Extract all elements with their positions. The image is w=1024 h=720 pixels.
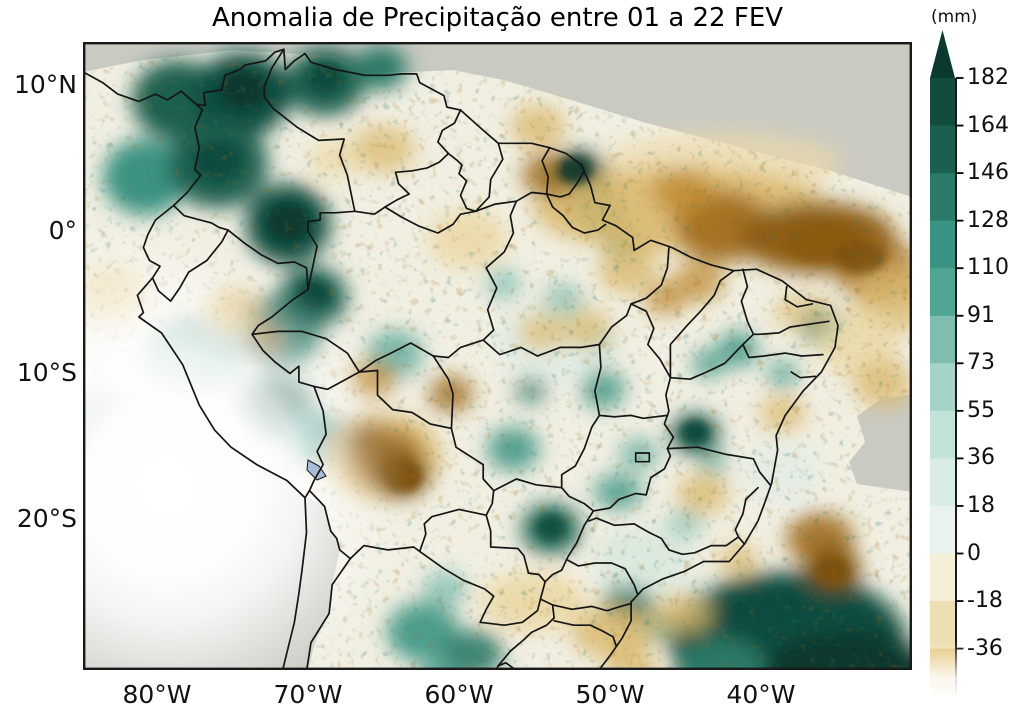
y-axis-tick-label: 20°S bbox=[16, 504, 77, 533]
x-axis-tick-label: 80°W bbox=[122, 680, 192, 709]
colorbar-tick-label: 91 bbox=[967, 302, 995, 328]
colorbar-segment bbox=[930, 363, 955, 412]
colorbar-segment bbox=[930, 410, 955, 459]
x-axis-tick-label: 50°W bbox=[575, 680, 645, 709]
colorbar-unit-label: (mm) bbox=[931, 7, 978, 27]
country-state-borders bbox=[80, 48, 839, 673]
colorbar-tick-label: 128 bbox=[967, 207, 1009, 233]
chart-title: Anomalia de Precipitação entre 01 a 22 F… bbox=[211, 3, 784, 33]
x-axis-tick-label: 60°W bbox=[424, 680, 494, 709]
x-axis-tick-label: 40°W bbox=[726, 680, 796, 709]
x-axis-tick-label: 70°W bbox=[273, 680, 343, 709]
colorbar-tick-label: 18 bbox=[967, 492, 995, 518]
colorbar-segment bbox=[930, 173, 955, 222]
colorbar-tick-label: 182 bbox=[967, 65, 1009, 90]
colorbar-segment bbox=[930, 315, 955, 364]
lake-titicaca bbox=[306, 459, 327, 481]
colorbar-segment bbox=[930, 125, 955, 174]
y-axis-tick-label: 0° bbox=[48, 216, 77, 245]
colorbar-tick-label: -36 bbox=[967, 635, 1003, 661]
y-axis-tick-label: 10°S bbox=[16, 358, 77, 387]
colorbar-segment bbox=[930, 268, 955, 317]
map-canvas bbox=[0, 42, 940, 720]
colorbar-tick-label: -18 bbox=[967, 588, 1003, 614]
map-frame bbox=[83, 42, 912, 670]
colorbar-segment bbox=[930, 220, 955, 269]
colorbar-tick-label: 73 bbox=[967, 350, 995, 376]
y-axis-tick-label: 10°N bbox=[13, 70, 77, 99]
colorbar-bottom-fade bbox=[923, 642, 965, 720]
colorbar-tick-label: 110 bbox=[967, 255, 1009, 281]
colorbar-tick-label: 146 bbox=[967, 160, 1009, 186]
colorbar-segment bbox=[930, 78, 955, 127]
colorbar-segment bbox=[930, 458, 955, 507]
colorbar-extend-arrow-icon bbox=[930, 30, 955, 78]
colorbar-tick-label: 164 bbox=[967, 112, 1009, 138]
map-panel bbox=[0, 42, 940, 720]
colorbar-tick-label: 0 bbox=[967, 540, 981, 566]
colorbar-tick-label: 55 bbox=[967, 397, 995, 423]
colorbar-segment bbox=[930, 553, 955, 602]
colorbar-tick-label: 36 bbox=[967, 445, 995, 471]
colorbar-segment bbox=[930, 505, 955, 554]
